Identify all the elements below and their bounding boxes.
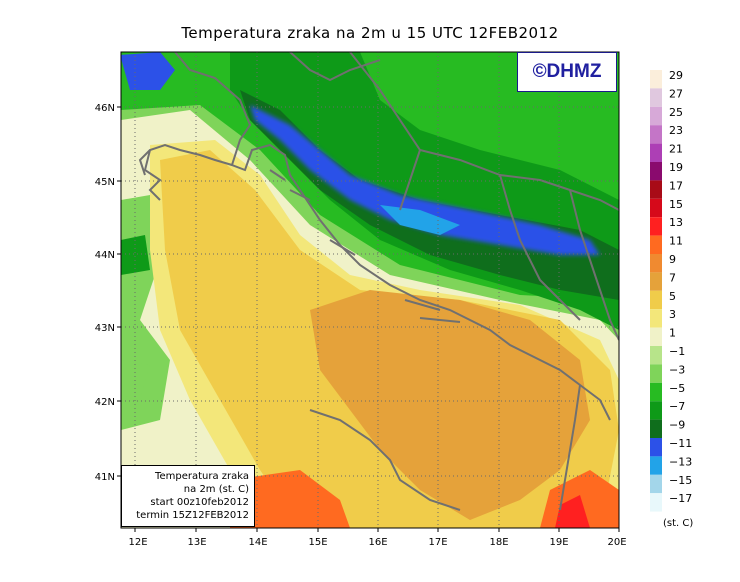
info-line: start 00z10feb2012 [150,497,249,508]
legend-swatch [650,235,662,254]
legend-swatch [650,125,662,144]
legend-label: 5 [669,290,676,303]
map-frame [120,51,620,529]
legend-label: −3 [669,363,685,376]
legend-swatch [650,493,662,512]
legend-label: 25 [669,106,683,119]
x-tick-label: 19E [549,537,568,548]
x-tick-label: 12E [128,537,147,548]
legend-swatch [650,290,662,310]
legend-label: −5 [669,382,685,395]
legend-label: −9 [669,419,685,432]
info-line: termin 15Z12FEB2012 [136,510,249,521]
x-tick-label: 14E [248,537,267,548]
color-legend: 29 27 25 23 21 19 17 15 13 11 9 7 5 3 1 −1 −3 −5 −7 −9 −11 −1… [650,70,692,512]
y-tick-label: 42N [95,397,115,408]
x-tick-label: 20E [607,537,626,548]
tick-marks [117,106,620,532]
info-line: Temperatura zraka [155,471,249,482]
legend-swatch [650,198,662,218]
legend-units: (st. C) [663,518,694,529]
y-tick-label: 41N [95,472,115,483]
y-tick-label: 46N [95,103,115,114]
temperature-field [121,52,619,528]
legend-swatch [650,456,662,475]
legend-swatch [650,88,662,107]
legend-label: 21 [669,143,683,156]
legend-label: −7 [669,400,685,413]
legend-swatch [650,217,662,236]
y-tick-label: 43N [95,323,115,334]
legend-label: 7 [669,271,676,284]
legend-swatch [650,70,662,89]
legend-swatch [650,272,662,291]
legend-label: −1 [669,345,685,358]
legend-swatch [650,364,662,383]
legend-label: −17 [669,492,692,505]
x-tick-label: 13E [187,537,206,548]
legend-label: −13 [669,455,692,468]
grid [121,52,619,528]
legend-swatch [650,419,662,438]
legend-swatch [650,346,662,365]
legend-swatch [650,180,662,199]
legend-swatch [650,106,662,126]
legend-swatch [650,162,662,181]
legend-label: 29 [669,70,683,82]
legend-swatch [650,327,662,346]
legend-label: 27 [669,87,683,100]
coastlines [121,52,619,511]
legend-label: 23 [669,124,683,137]
legend-swatch [650,401,662,420]
map-title: Temperatura zraka na 2m u 15 UTC 12FEB20… [181,24,559,42]
x-tick-label: 15E [308,537,327,548]
legend-label: 9 [669,253,676,266]
info-box: Temperatura zraka na 2m (st. C) start 00… [121,465,255,527]
x-tick-label: 18E [489,537,508,548]
legend-swatch [650,438,662,457]
legend-label: 11 [669,235,683,248]
y-tick-label: 45N [95,177,115,188]
legend-label: 13 [669,216,683,229]
legend-swatch [650,143,662,162]
legend-swatch [650,474,662,494]
legend-swatch [650,382,662,402]
info-line: na 2m (st. C) [183,484,249,495]
dhmz-logo: ©DHMZ [517,52,617,92]
legend-label: 15 [669,198,683,211]
legend-label: 19 [669,161,683,174]
legend-label: 17 [669,179,683,192]
legend-label: 1 [669,327,676,340]
x-tick-label: 17E [428,537,447,548]
legend-label: 3 [669,308,676,321]
legend-label: −11 [669,437,692,450]
legend-swatch [650,254,662,273]
y-tick-label: 44N [95,250,115,261]
x-tick-label: 16E [368,537,387,548]
legend-swatch [650,309,662,328]
legend-label: −15 [669,474,692,487]
